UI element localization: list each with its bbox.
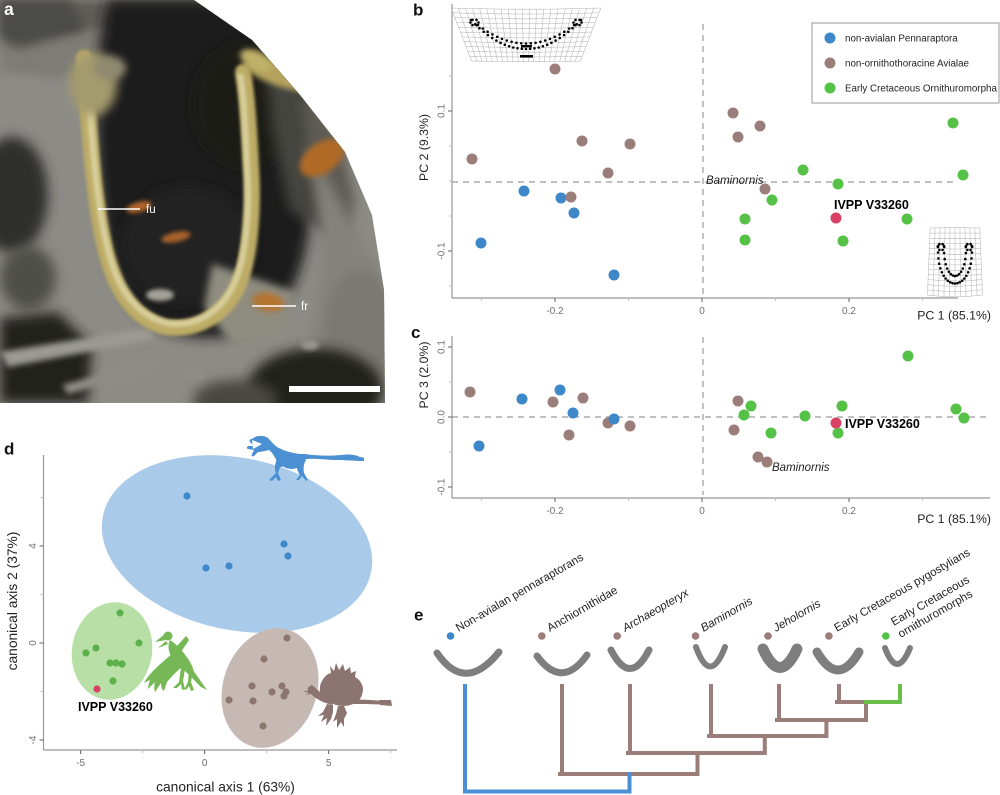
- svg-text:non-avialan Pennaraptora: non-avialan Pennaraptora: [845, 34, 958, 45]
- svg-text:-5: -5: [76, 758, 85, 769]
- svg-text:fr: fr: [301, 301, 308, 313]
- svg-text:0: 0: [699, 506, 705, 517]
- svg-text:PC 2 (9.3%): PC 2 (9.3%): [417, 114, 431, 181]
- svg-text:Archaeopteryx: Archaeopteryx: [620, 587, 692, 636]
- svg-text:-0.2: -0.2: [546, 306, 564, 317]
- svg-text:c: c: [411, 323, 420, 342]
- svg-text:PC 1 (85.1%): PC 1 (85.1%): [917, 512, 991, 526]
- svg-text:4: 4: [28, 543, 39, 549]
- svg-text:IVPP V33260: IVPP V33260: [845, 417, 920, 431]
- svg-text:canonical axis 1 (63%): canonical axis 1 (63%): [156, 780, 295, 795]
- svg-text:0: 0: [202, 758, 208, 769]
- svg-text:-0.1: -0.1: [437, 478, 448, 496]
- svg-text:IVPP V33260: IVPP V33260: [78, 700, 153, 714]
- svg-text:0: 0: [28, 640, 39, 646]
- svg-text:fu: fu: [146, 204, 156, 216]
- svg-text:0.2: 0.2: [842, 506, 856, 517]
- svg-text:Early Cretaceous Ornithuromorp: Early Cretaceous Ornithuromorpha: [845, 84, 997, 95]
- svg-text:Baminornis: Baminornis: [772, 462, 830, 474]
- svg-text:-4: -4: [28, 735, 39, 744]
- svg-text:0.0: 0.0: [437, 410, 448, 424]
- svg-text:Jeholornis: Jeholornis: [771, 598, 823, 635]
- svg-text:-0.1: -0.1: [437, 242, 448, 260]
- svg-text:b: b: [413, 1, 423, 20]
- svg-text:0.1: 0.1: [437, 340, 448, 354]
- svg-text:0: 0: [699, 306, 705, 317]
- svg-text:IVPP V33260: IVPP V33260: [834, 198, 909, 212]
- svg-text:Anchiornithidae: Anchiornithidae: [545, 585, 620, 635]
- svg-text:PC 1 (85.1%): PC 1 (85.1%): [917, 309, 991, 323]
- svg-text:Baminornis: Baminornis: [699, 595, 755, 634]
- svg-text:-0.2: -0.2: [546, 506, 564, 517]
- svg-text:PC 3 (2.0%): PC 3 (2.0%): [417, 342, 431, 409]
- svg-text:e: e: [414, 606, 423, 625]
- svg-text:0.2: 0.2: [842, 306, 856, 317]
- svg-text:canonical axis 2 (37%): canonical axis 2 (37%): [5, 532, 20, 671]
- svg-text:non-ornithothoracine Avialae: non-ornithothoracine Avialae: [845, 59, 970, 70]
- svg-text:0.1: 0.1: [437, 104, 448, 118]
- svg-text:a: a: [4, 0, 14, 19]
- svg-text:Baminornis: Baminornis: [706, 175, 764, 187]
- svg-text:d: d: [4, 440, 14, 459]
- svg-text:5: 5: [326, 758, 332, 769]
